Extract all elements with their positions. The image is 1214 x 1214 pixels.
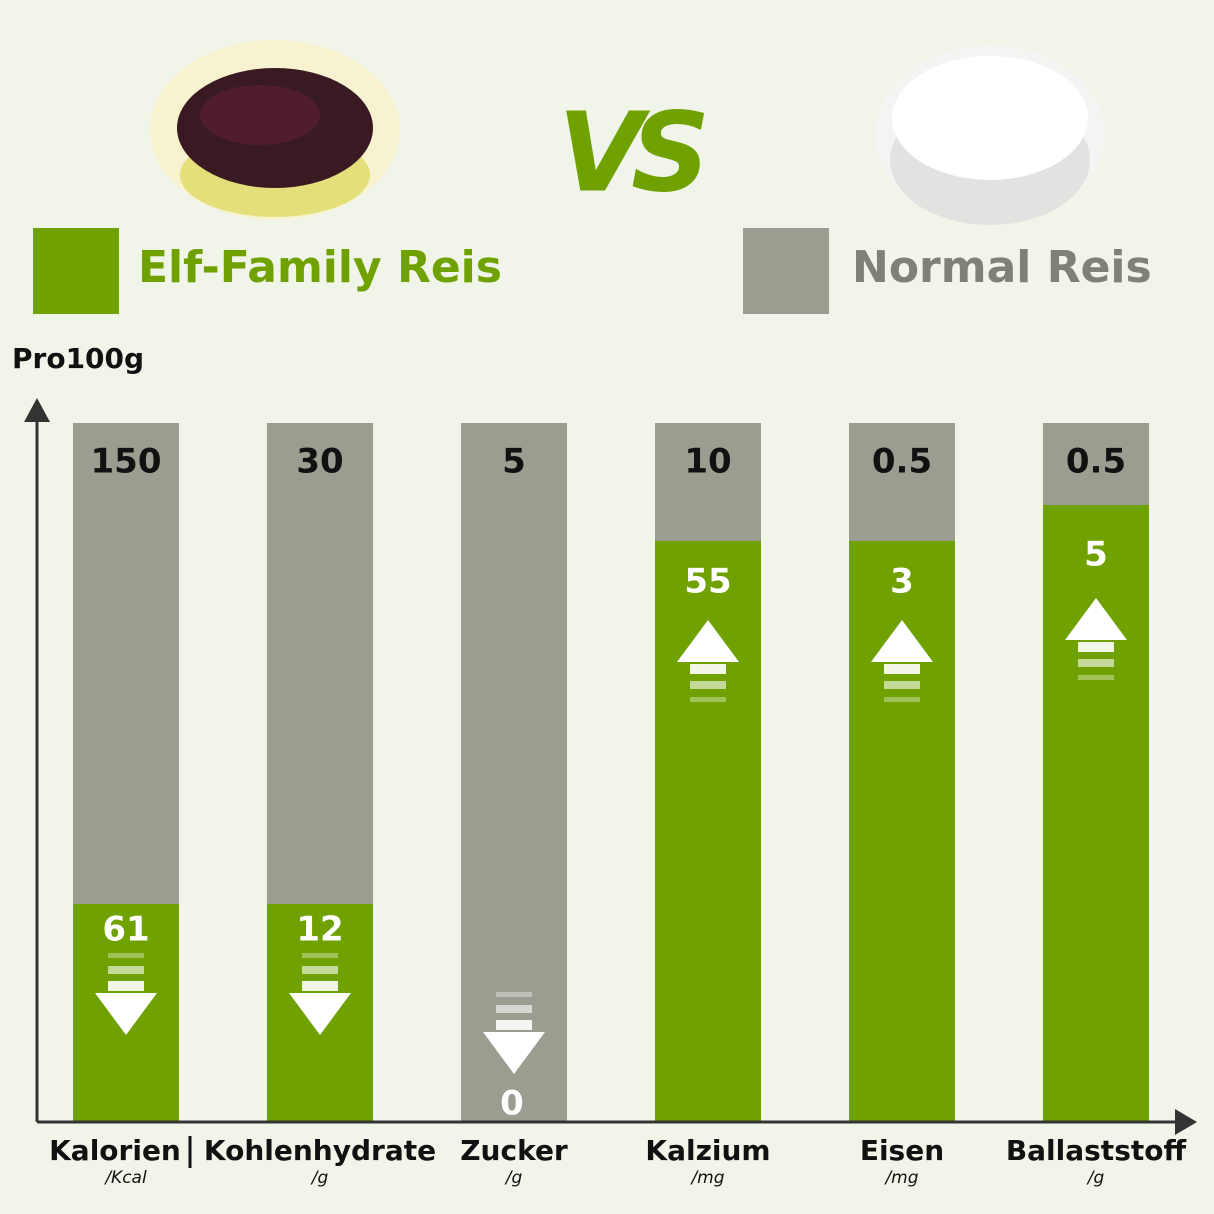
category-label: Zucker <box>460 1134 568 1167</box>
unit-label: /mg <box>689 1168 724 1188</box>
legend-swatch <box>33 228 119 314</box>
legend-label: Elf-Family Reis <box>138 242 502 293</box>
normal-value: 0.5 <box>1066 442 1126 482</box>
normal-value: 5 <box>502 442 526 482</box>
legend-swatch <box>743 228 829 314</box>
elf-value: 61 <box>102 910 149 950</box>
category-label: Kohlenhydrate <box>204 1134 436 1167</box>
legend-label: Normal Reis <box>852 242 1152 293</box>
category-label: Ballaststoff <box>1006 1134 1187 1167</box>
unit-label: /g <box>310 1168 329 1188</box>
white-rice-bowl <box>875 45 1105 225</box>
axis-label: Pro100g <box>12 342 144 375</box>
category-label: Kalzium <box>645 1134 770 1167</box>
bars <box>73 423 1149 1122</box>
axis-arrow <box>24 398 50 422</box>
black-rice-bowl <box>150 40 400 220</box>
elf-bar <box>1043 505 1149 1122</box>
axes <box>35 418 1178 1124</box>
category-label: Eisen <box>860 1134 944 1167</box>
normal-value: 30 <box>296 442 343 482</box>
elf-value: 5 <box>1084 535 1108 575</box>
unit-label: /mg <box>883 1168 918 1188</box>
elf-value: 12 <box>296 910 343 950</box>
normal-value: 150 <box>91 442 162 482</box>
axis-arrow <box>1175 1109 1197 1135</box>
elf-value: 0 <box>500 1084 524 1124</box>
elf-value: 3 <box>890 562 914 602</box>
unit-label: /g <box>504 1168 523 1188</box>
unit-label: /Kcal <box>103 1168 147 1188</box>
normal-value: 10 <box>684 442 731 482</box>
elf-value: 55 <box>684 562 731 602</box>
normal-bar <box>461 423 567 1122</box>
vs-text: VS <box>558 88 705 216</box>
category-label: Kalorien <box>49 1134 181 1167</box>
unit-label: /g <box>1086 1168 1105 1188</box>
normal-value: 0.5 <box>872 442 932 482</box>
